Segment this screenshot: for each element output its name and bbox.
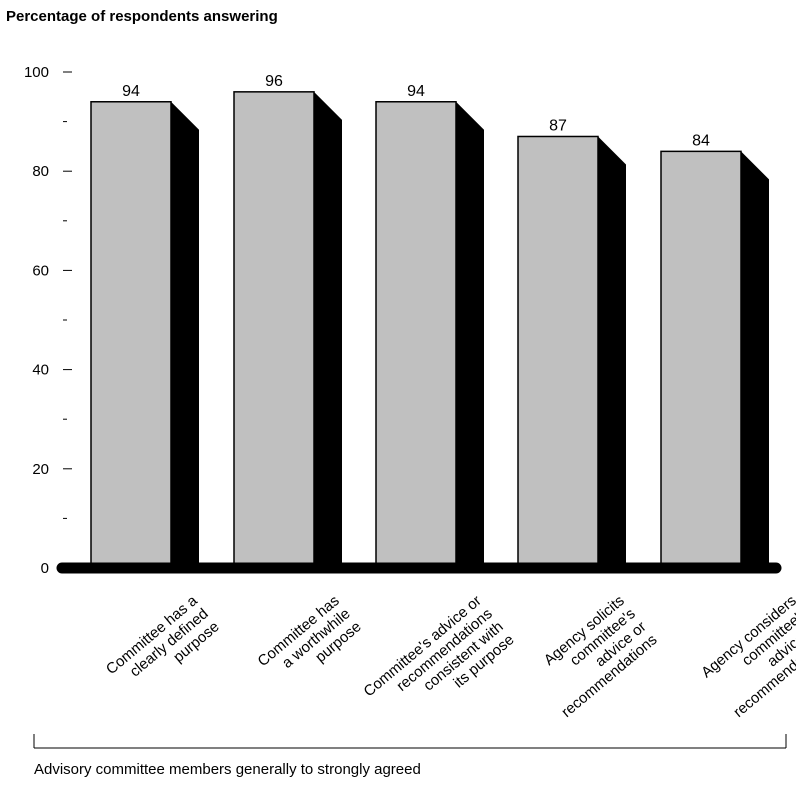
bar-value-label: 87	[549, 117, 567, 134]
bar-shadow	[456, 101, 484, 568]
bar-shadow	[171, 101, 199, 568]
bar-shadow	[314, 91, 342, 568]
y-tick-label: 60	[32, 262, 49, 279]
chart-title: Percentage of respondents answering	[6, 8, 278, 25]
y-tick-label: 40	[32, 362, 49, 379]
y-tick-label: 80	[32, 163, 49, 180]
category-label: Committee's advice orrecommendationscons…	[360, 592, 517, 700]
bar	[517, 135, 599, 569]
group-bracket	[33, 734, 787, 749]
y-tick-label: 100	[24, 64, 49, 81]
bars: 94 96 94 87 84	[56, 73, 782, 574]
bar-value-label: 96	[265, 73, 283, 90]
group-label: Advisory committee members generally to …	[34, 761, 421, 778]
y-tick-label: 20	[32, 461, 49, 478]
bar	[660, 150, 742, 569]
y-tick-label: 0	[41, 560, 49, 577]
bar-value-label: 84	[692, 132, 710, 149]
bar	[233, 91, 315, 569]
y-axis: 0 20 40 60 80 100	[24, 64, 72, 577]
bar-value-label: 94	[122, 83, 140, 100]
bar-value-label: 94	[407, 83, 425, 100]
bar	[90, 101, 172, 569]
bar-shadow	[741, 151, 769, 569]
bar	[375, 101, 457, 569]
bar-shadow	[598, 136, 626, 569]
